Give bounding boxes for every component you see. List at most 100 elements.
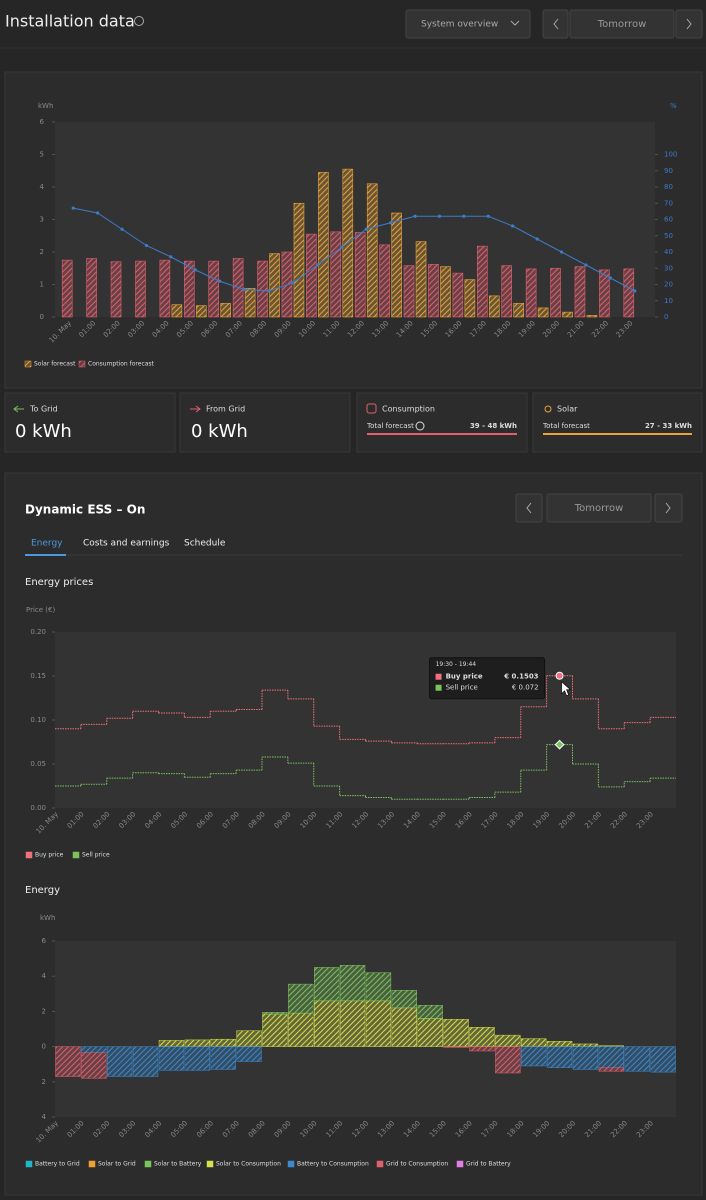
tooltip-value: € 0.072 bbox=[512, 684, 539, 692]
bar-segment bbox=[417, 1004, 443, 1019]
bar-segment bbox=[262, 1012, 288, 1015]
bar bbox=[513, 303, 525, 318]
bar-segment bbox=[521, 1038, 547, 1047]
tooltip-swatch bbox=[435, 684, 442, 691]
view-select[interactable] bbox=[405, 9, 531, 39]
bar-segment bbox=[55, 1046, 81, 1077]
bar bbox=[562, 311, 573, 318]
y2-tick-label: 40 bbox=[664, 248, 673, 256]
legend-swatch bbox=[376, 1160, 384, 1168]
bar-segment bbox=[650, 1046, 676, 1073]
bar bbox=[183, 260, 195, 318]
tab[interactable]: Schedule bbox=[184, 539, 226, 549]
card-value: 0 kWh bbox=[15, 421, 72, 442]
y-tick-label: 2 bbox=[40, 248, 44, 256]
line-point bbox=[193, 268, 197, 272]
legend-swatch bbox=[24, 360, 32, 368]
bar bbox=[452, 272, 464, 318]
section-title: Energy prices bbox=[25, 577, 93, 588]
y2-tick-label: 80 bbox=[664, 183, 673, 191]
bar-segment bbox=[339, 965, 366, 1002]
bar bbox=[366, 183, 378, 318]
line-point bbox=[291, 281, 295, 285]
prev-day[interactable] bbox=[515, 493, 543, 523]
y-tick-label: 2 bbox=[42, 1078, 46, 1086]
hover-marker bbox=[555, 671, 564, 680]
y-tick-label: 4 bbox=[40, 183, 45, 191]
tooltip-name: Sell price bbox=[446, 684, 478, 692]
line-point bbox=[96, 211, 100, 215]
legend-label: Battery to Grid bbox=[35, 1161, 80, 1168]
tab[interactable]: Energy bbox=[31, 539, 63, 549]
line-point bbox=[364, 227, 368, 231]
bar bbox=[220, 303, 232, 318]
bar-segment bbox=[365, 972, 392, 1002]
line-point bbox=[169, 255, 173, 259]
y-tick-label: 0.15 bbox=[30, 672, 46, 680]
ess-title: Dynamic ESS – On bbox=[25, 503, 145, 517]
next-day[interactable] bbox=[675, 9, 703, 39]
tooltip-swatch bbox=[435, 673, 442, 680]
y-tick-label: 4 bbox=[42, 1113, 47, 1121]
bar bbox=[171, 304, 183, 318]
y2-tick-label: 70 bbox=[664, 199, 673, 207]
arrow-icon bbox=[190, 405, 201, 413]
y-tick-label: 0 bbox=[40, 313, 44, 321]
day-button[interactable] bbox=[569, 9, 675, 39]
bar bbox=[415, 241, 427, 318]
card-title: To Grid bbox=[29, 405, 58, 414]
line-point bbox=[218, 279, 222, 283]
bar bbox=[318, 172, 329, 318]
line-point bbox=[389, 221, 393, 225]
bar bbox=[623, 268, 635, 318]
bar-segment bbox=[495, 1034, 521, 1047]
bar-segment bbox=[546, 1041, 573, 1047]
line-point bbox=[71, 206, 75, 210]
tab[interactable]: Costs and earnings bbox=[83, 539, 170, 549]
bar bbox=[354, 232, 366, 318]
bar bbox=[586, 315, 598, 318]
bar-segment bbox=[365, 1000, 392, 1047]
bar-segment bbox=[391, 990, 417, 1009]
y-tick-label: 0.00 bbox=[30, 804, 46, 812]
bar bbox=[488, 295, 500, 318]
bar-segment bbox=[236, 1046, 262, 1062]
bar bbox=[550, 267, 561, 318]
bar-segment bbox=[391, 1007, 417, 1047]
bar-segment bbox=[184, 1039, 210, 1047]
tooltip-value: € 0.1503 bbox=[503, 673, 538, 681]
info-icon[interactable] bbox=[415, 421, 425, 431]
y2-axis-label: % bbox=[670, 102, 677, 110]
legend-label: Consumption forecast bbox=[88, 361, 155, 368]
day-label: Tomorrow bbox=[574, 503, 624, 514]
bar-segment bbox=[158, 1046, 185, 1071]
next-day[interactable] bbox=[654, 493, 683, 523]
line-point bbox=[413, 214, 417, 218]
plot-area bbox=[55, 632, 676, 808]
bar-segment bbox=[572, 1043, 599, 1047]
card-value: 0 kWh bbox=[191, 421, 248, 442]
y-axis-label: kWh bbox=[38, 102, 53, 110]
bar bbox=[391, 212, 402, 318]
legend-label: Sell price bbox=[82, 852, 110, 859]
bar bbox=[330, 231, 342, 318]
legend-swatch bbox=[206, 1160, 214, 1168]
bar bbox=[208, 260, 220, 318]
chevron bbox=[526, 502, 532, 514]
day-button[interactable] bbox=[546, 493, 652, 523]
bar-segment bbox=[288, 1012, 314, 1047]
line-point bbox=[559, 250, 564, 254]
bar bbox=[379, 244, 390, 318]
bar-segment bbox=[443, 1019, 469, 1047]
bar-segment bbox=[236, 1030, 262, 1047]
sun-icon bbox=[544, 405, 552, 413]
legend-label: Solar to Battery bbox=[154, 1161, 202, 1168]
info-icon[interactable] bbox=[134, 16, 144, 26]
prev-day[interactable] bbox=[542, 9, 569, 39]
bar-segment bbox=[546, 1046, 573, 1068]
line-point bbox=[462, 214, 466, 218]
bar-segment bbox=[132, 1046, 159, 1077]
bar-segment bbox=[339, 1000, 366, 1047]
chevron bbox=[665, 502, 671, 514]
